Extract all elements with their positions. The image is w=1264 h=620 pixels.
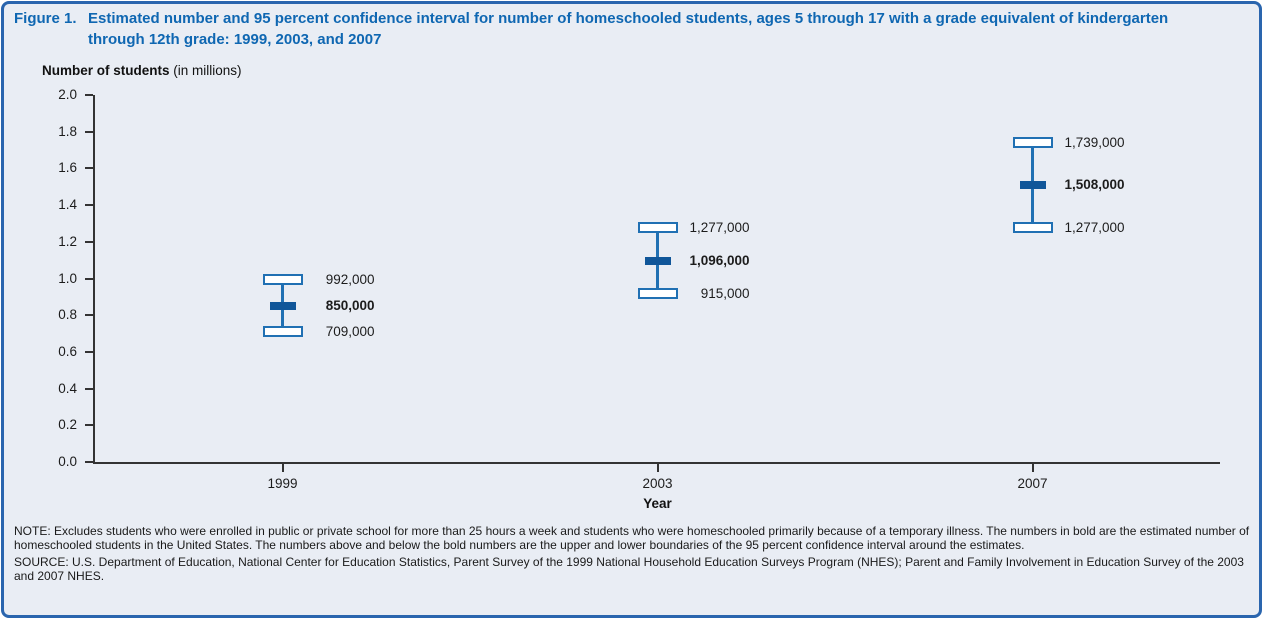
ci-upper-label-1999: 992,000 [325,271,375,287]
note-text: NOTE: Excludes students who were enrolle… [14,524,1250,553]
source-text: SOURCE: U.S. Department of Education, Na… [14,554,1244,583]
y-tick-mark [85,277,93,280]
y-axis-title-unit: (in millions) [169,63,242,78]
x-tick-label: 1999 [267,476,298,491]
x-axis-line [93,462,1220,464]
y-tick-label: 0.8 [58,307,77,323]
y-axis-line [93,95,95,464]
y-tick-label: 0.2 [58,417,77,433]
x-axis-title: Year [643,496,672,511]
estimate-label-1999: 850,000 [325,298,375,314]
x-tick-mark [656,464,659,472]
figure-title-row: Figure 1. Estimated number and 95 percen… [14,9,1198,50]
y-tick-label: 1.8 [58,123,77,139]
ci-lower-cap-1999 [262,325,303,337]
y-tick-mark [85,314,93,317]
x-tick-label: 2007 [1017,476,1048,491]
ci-upper-cap-2003 [637,221,678,233]
estimate-tick-1999 [269,302,296,311]
y-tick-label: 1.0 [58,270,77,286]
x-tick-mark [281,464,284,472]
ci-upper-cap-2007 [1012,136,1053,148]
y-tick-mark [85,424,93,427]
ci-upper-label-2003: 1,277,000 [689,219,750,235]
y-tick-label: 0.4 [58,380,77,396]
estimate-tick-2003 [644,256,671,265]
ci-lower-label-2003: 915,000 [700,286,750,302]
estimate-tick-2007 [1019,181,1046,190]
y-tick-label: 2.0 [58,87,77,102]
y-tick-mark [85,387,93,390]
y-axis-title: Number of students (in millions) [42,63,242,78]
y-tick-mark [85,350,93,353]
y-tick-label: 1.4 [58,197,77,213]
footnotes: NOTE: Excludes students who were enrolle… [14,524,1250,585]
y-tick-mark [85,130,93,133]
figure-title: Estimated number and 95 percent confiden… [88,10,1169,48]
y-tick-mark [85,240,93,243]
y-tick-mark [85,204,93,207]
y-tick-label: 1.6 [58,160,77,176]
ci-upper-label-2007: 1,739,000 [1064,134,1125,150]
estimate-label-2003: 1,096,000 [689,252,750,268]
y-tick-label: 0.6 [58,343,77,359]
y-axis-title-bold: Number of students [42,63,170,78]
y-tick-mark [85,461,93,463]
y-tick-mark [85,94,93,96]
ci-lower-cap-2007 [1012,221,1053,233]
x-tick-label: 2003 [642,476,673,491]
ci-upper-cap-1999 [262,273,303,285]
y-tick-label: 0.0 [58,454,77,469]
y-tick-mark [85,167,93,170]
y-tick-label: 1.2 [58,233,77,249]
ci-lower-label-2007: 1,277,000 [1064,219,1125,235]
figure-number-label: Figure 1. [14,10,77,27]
ci-lower-cap-2003 [637,288,678,300]
ci-lower-label-1999: 709,000 [325,323,375,339]
estimate-label-2007: 1,508,000 [1064,177,1125,193]
x-tick-mark [1031,464,1034,472]
